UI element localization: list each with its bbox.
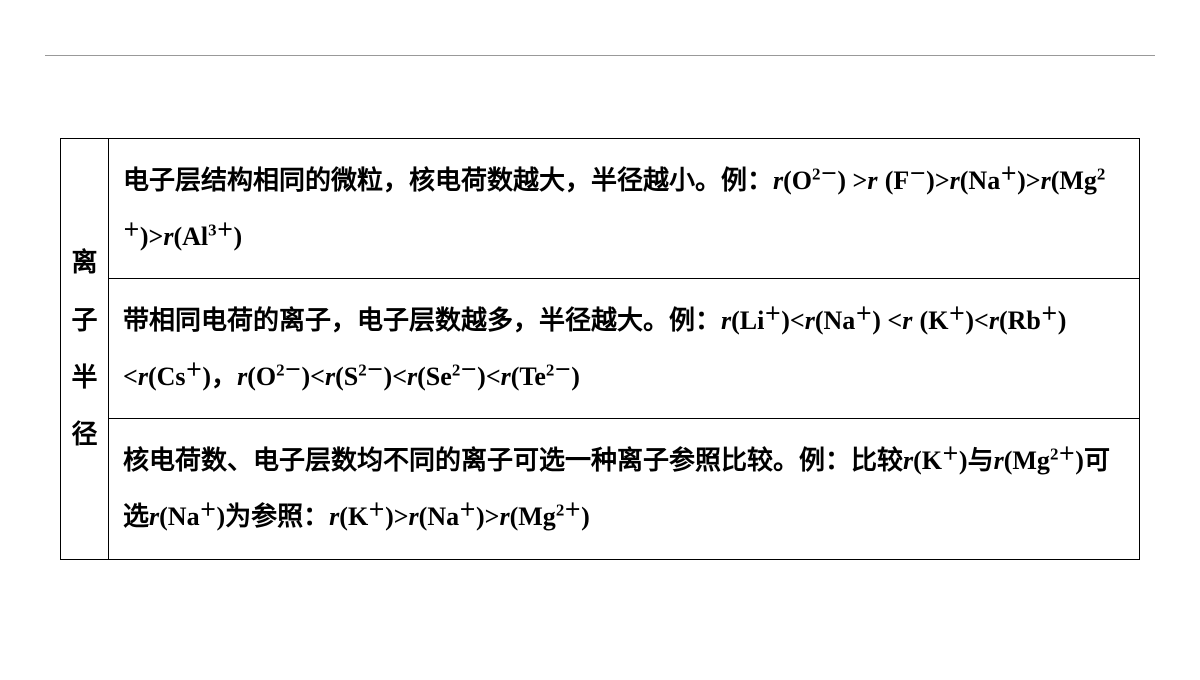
rule-text: 带相同电荷的离子，电子层数越多，半径越大。例：	[123, 305, 721, 335]
top-divider-line	[45, 55, 1155, 56]
rule-text: 核电荷数、电子层数均不同的离子可选一种离子参照比较。例：比较	[123, 445, 903, 475]
rule-cell-3: 核电荷数、电子层数均不同的离子可选一种离子参照比较。例：比较r(K＋)与r(Mg…	[109, 419, 1140, 559]
row-header-cell: 离 子 半 径	[61, 139, 109, 560]
header-char: 离	[71, 234, 97, 291]
row-header-label: 离 子 半 径	[61, 234, 108, 463]
header-char: 半	[71, 349, 97, 406]
rule-text: 电子层结构相同的微粒，核电荷数越大，半径越小。例：	[123, 165, 773, 195]
ionic-radius-table: 离 子 半 径 电子层结构相同的微粒，核电荷数越大，半径越小。例：r(O2－) …	[60, 138, 1140, 560]
ionic-radius-table-container: 离 子 半 径 电子层结构相同的微粒，核电荷数越大，半径越小。例：r(O2－) …	[60, 138, 1140, 560]
table-row: 核电荷数、电子层数均不同的离子可选一种离子参照比较。例：比较r(K＋)与r(Mg…	[61, 419, 1140, 559]
header-char: 径	[71, 406, 97, 463]
rule-cell-2: 带相同电荷的离子，电子层数越多，半径越大。例：r(Li＋)<r(Na＋) <r …	[109, 279, 1140, 419]
table-row: 带相同电荷的离子，电子层数越多，半径越大。例：r(Li＋)<r(Na＋) <r …	[61, 279, 1140, 419]
rule-cell-1: 电子层结构相同的微粒，核电荷数越大，半径越小。例：r(O2－) >r (F－)>…	[109, 139, 1140, 279]
table-row: 离 子 半 径 电子层结构相同的微粒，核电荷数越大，半径越小。例：r(O2－) …	[61, 139, 1140, 279]
header-char: 子	[71, 292, 97, 349]
